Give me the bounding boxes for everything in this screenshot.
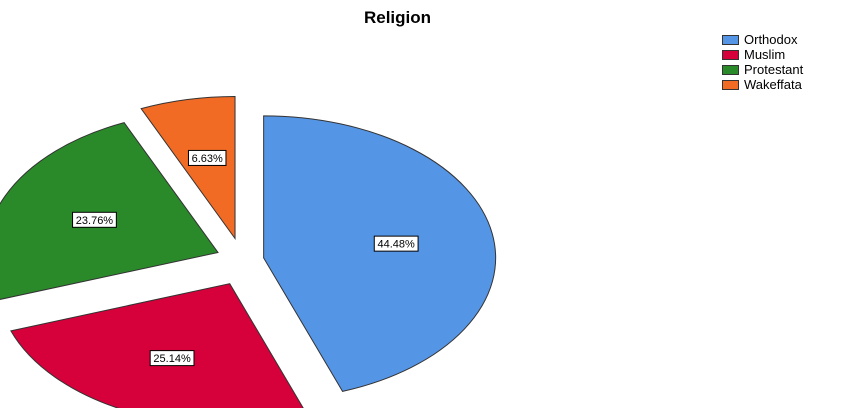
legend-label: Wakeffata <box>744 77 802 92</box>
pie-slice-protestant <box>0 122 219 300</box>
pie-slice-orthodox <box>263 115 497 392</box>
data-label-text: 6.63% <box>192 153 223 165</box>
chart-legend: Orthodox Muslim Protestant Wakeffata <box>722 32 803 92</box>
legend-label: Protestant <box>744 62 804 77</box>
legend-item-wakeffata: Wakeffata <box>722 77 803 92</box>
legend-swatch <box>722 34 739 45</box>
pie-slice-muslim <box>10 283 304 408</box>
legend-label: Orthodox <box>744 32 798 47</box>
data-label-orthodox: 44.48% <box>373 235 419 252</box>
legend-item-muslim: Muslim <box>722 47 803 62</box>
legend-item-protestant: Protestant <box>722 62 803 77</box>
data-label-protestant: 23.76% <box>72 211 117 228</box>
data-label-muslim: 25.14% <box>149 350 195 367</box>
legend-swatch <box>722 79 739 90</box>
legend-swatch <box>722 64 739 75</box>
legend-label: Muslim <box>744 47 786 62</box>
pie-slice-wakeffata <box>140 96 236 241</box>
chart-title: Religion <box>363 8 432 27</box>
legend-item-orthodox: Orthodox <box>722 32 803 47</box>
data-label-text: 23.76% <box>76 215 114 227</box>
data-label-box <box>72 211 117 228</box>
data-label-box <box>187 149 227 166</box>
legend-swatch <box>722 49 739 60</box>
data-label-box <box>149 350 195 367</box>
data-label-text: 25.14% <box>153 353 191 365</box>
data-label-wakeffata: 6.63% <box>187 149 227 166</box>
data-label-box <box>373 235 419 252</box>
data-label-text: 44.48% <box>378 239 416 251</box>
